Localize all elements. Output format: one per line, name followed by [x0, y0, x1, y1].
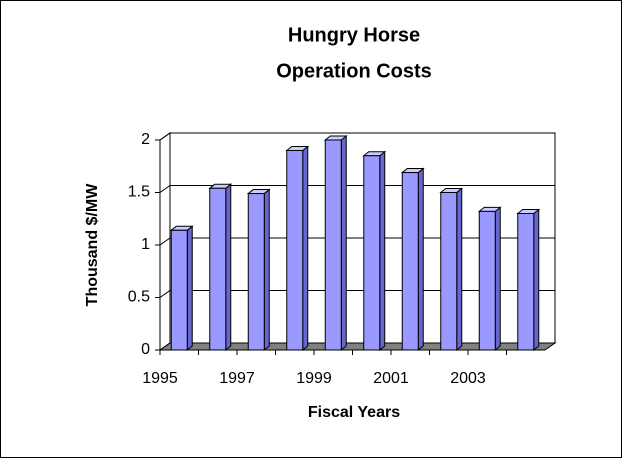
y-tick-label: 0.5: [128, 289, 150, 306]
x-tick-label: 2003: [450, 370, 486, 387]
x-axis-label: Fiscal Years: [308, 404, 400, 421]
bar: [324, 139, 342, 351]
y-tick-label: 1: [141, 236, 150, 253]
bar: [517, 213, 535, 351]
bar-side: [302, 145, 309, 352]
bar: [401, 172, 419, 351]
bar: [209, 187, 227, 351]
grid-line: [159, 290, 555, 298]
x-tick-label: 1997: [219, 370, 255, 387]
bar-side: [186, 225, 193, 352]
bar-side: [263, 188, 270, 352]
y-tick-label: 1.5: [128, 184, 150, 201]
x-tick-label: 2001: [373, 370, 409, 387]
bar-side: [456, 187, 463, 352]
bar-side: [494, 206, 501, 352]
y-tick-label: 0: [141, 341, 150, 358]
y-tick-label: 2: [141, 131, 150, 148]
bar-side: [533, 208, 540, 352]
x-tick-label: 1995: [142, 370, 178, 387]
bar-side: [379, 150, 386, 352]
chart-title: Hungry Horse: [288, 24, 420, 46]
grid-line: [159, 132, 555, 141]
bar: [170, 229, 188, 351]
chart-title: Operation Costs: [276, 60, 432, 82]
bar-side: [225, 183, 232, 352]
bar: [247, 193, 265, 351]
bar: [440, 192, 458, 351]
bar-side: [340, 134, 347, 352]
bar: [478, 210, 496, 351]
x-tick-label: 1999: [296, 370, 332, 387]
bar: [286, 150, 304, 351]
y-axis-label: Thousand $/MW: [84, 183, 101, 307]
grid-line: [159, 185, 555, 193]
bar: [363, 155, 381, 351]
grid-line: [159, 237, 555, 246]
bar-side: [417, 167, 424, 352]
